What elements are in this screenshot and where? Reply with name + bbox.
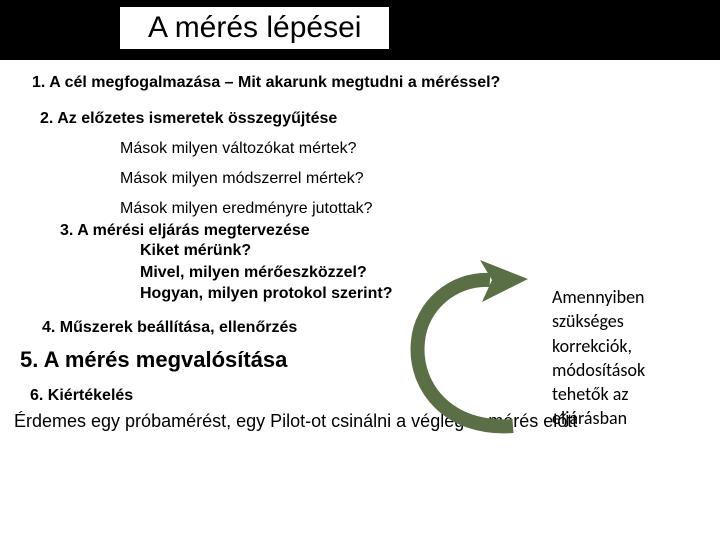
step-2-sub-2: Mások milyen módszerrel mértek? [120, 170, 720, 188]
side-note: Amennyiben szükséges korrekciók, módosít… [552, 285, 702, 431]
step-2: 2. Az előzetes ismeretek összegyűjtése [40, 110, 720, 128]
step-3: 3. A mérési eljárás megtervezése [60, 222, 720, 240]
step-2-sub-1: Mások milyen változókat mértek? [120, 140, 720, 158]
title-band: A mérés lépései [0, 0, 720, 60]
step-1: 1. A cél megfogalmazása – Mit akarunk me… [32, 74, 720, 92]
feedback-arrow-icon [398, 256, 548, 446]
page-title: A mérés lépései [120, 7, 389, 49]
step-2-sub-3: Mások milyen eredményre jutottak? [120, 200, 720, 218]
